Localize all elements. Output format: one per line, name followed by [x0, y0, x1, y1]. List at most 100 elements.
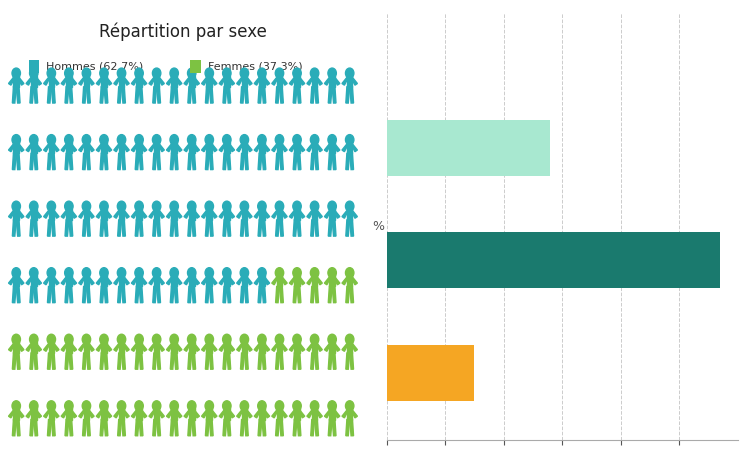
Polygon shape	[229, 144, 235, 152]
Bar	[259, 342, 264, 353]
Circle shape	[30, 334, 38, 344]
Circle shape	[82, 334, 91, 344]
Polygon shape	[279, 286, 283, 303]
Polygon shape	[349, 286, 354, 303]
Polygon shape	[258, 286, 262, 303]
Polygon shape	[36, 410, 42, 418]
Polygon shape	[83, 220, 86, 236]
Circle shape	[12, 68, 20, 78]
Polygon shape	[26, 410, 32, 418]
Polygon shape	[131, 144, 137, 152]
Bar	[347, 342, 352, 353]
Circle shape	[65, 268, 73, 278]
Circle shape	[12, 401, 20, 411]
Polygon shape	[96, 277, 102, 285]
Polygon shape	[174, 220, 178, 236]
Polygon shape	[156, 353, 160, 369]
Circle shape	[258, 135, 266, 145]
Polygon shape	[166, 410, 172, 418]
Polygon shape	[194, 410, 200, 418]
Polygon shape	[171, 419, 174, 436]
Polygon shape	[34, 353, 38, 369]
Polygon shape	[71, 277, 77, 285]
Bar	[241, 209, 247, 220]
Circle shape	[135, 201, 143, 211]
Polygon shape	[174, 353, 178, 369]
Polygon shape	[114, 277, 119, 285]
Polygon shape	[342, 211, 348, 218]
Bar	[118, 342, 124, 353]
Bar	[241, 76, 247, 87]
Bar	[276, 275, 282, 286]
Polygon shape	[34, 220, 38, 236]
Circle shape	[346, 68, 354, 78]
Circle shape	[82, 268, 91, 278]
Polygon shape	[264, 77, 270, 85]
Polygon shape	[100, 87, 104, 103]
Bar	[31, 275, 37, 286]
Polygon shape	[247, 211, 252, 218]
Polygon shape	[276, 154, 279, 170]
Polygon shape	[314, 154, 318, 170]
Polygon shape	[299, 144, 305, 152]
Polygon shape	[332, 353, 336, 369]
Polygon shape	[311, 419, 314, 436]
Polygon shape	[324, 410, 330, 418]
Polygon shape	[223, 286, 226, 303]
Polygon shape	[346, 419, 349, 436]
Circle shape	[65, 68, 73, 78]
Bar	[311, 142, 317, 154]
Bar	[294, 342, 299, 353]
Polygon shape	[349, 154, 354, 170]
Polygon shape	[223, 87, 226, 103]
Polygon shape	[254, 277, 260, 285]
Polygon shape	[159, 211, 165, 218]
Polygon shape	[104, 87, 108, 103]
Polygon shape	[121, 220, 125, 236]
Polygon shape	[184, 277, 190, 285]
Circle shape	[153, 401, 161, 411]
Circle shape	[100, 401, 108, 411]
Polygon shape	[209, 419, 213, 436]
Polygon shape	[191, 87, 196, 103]
Polygon shape	[202, 144, 207, 152]
Polygon shape	[244, 286, 248, 303]
Bar	[189, 142, 194, 154]
Polygon shape	[156, 286, 160, 303]
Polygon shape	[153, 353, 156, 369]
Polygon shape	[34, 154, 38, 170]
Polygon shape	[335, 77, 340, 85]
Polygon shape	[89, 410, 94, 418]
Polygon shape	[342, 77, 348, 85]
Bar	[118, 275, 124, 286]
Bar	[259, 142, 264, 154]
Polygon shape	[142, 277, 147, 285]
Polygon shape	[237, 410, 242, 418]
Bar	[136, 142, 142, 154]
Bar	[13, 76, 19, 87]
Bar	[259, 409, 264, 419]
Polygon shape	[89, 343, 94, 351]
Bar	[294, 209, 299, 220]
Polygon shape	[96, 343, 102, 351]
Polygon shape	[237, 77, 242, 85]
Polygon shape	[289, 77, 295, 85]
Polygon shape	[16, 154, 20, 170]
Circle shape	[135, 135, 143, 145]
Polygon shape	[86, 220, 90, 236]
Polygon shape	[153, 154, 156, 170]
Circle shape	[328, 401, 336, 411]
Polygon shape	[352, 277, 358, 285]
Polygon shape	[136, 419, 139, 436]
Polygon shape	[212, 77, 217, 85]
Circle shape	[82, 135, 91, 145]
Polygon shape	[209, 353, 213, 369]
Circle shape	[240, 135, 249, 145]
Circle shape	[205, 68, 214, 78]
Polygon shape	[311, 286, 314, 303]
Polygon shape	[13, 87, 16, 103]
Polygon shape	[223, 154, 226, 170]
Circle shape	[12, 268, 20, 278]
Polygon shape	[279, 353, 283, 369]
Polygon shape	[83, 286, 86, 303]
